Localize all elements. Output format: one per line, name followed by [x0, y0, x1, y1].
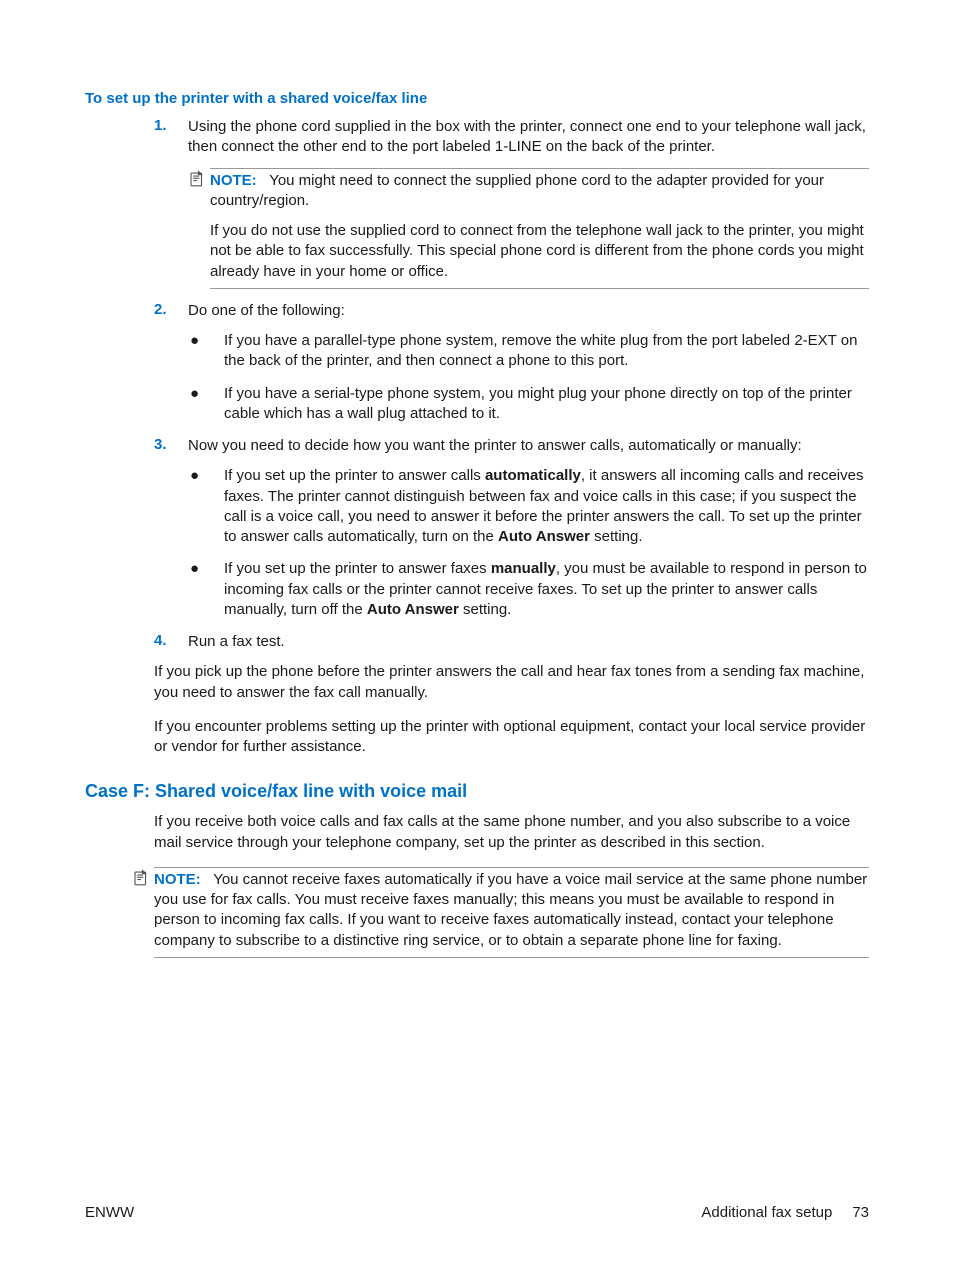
step-1: 1. Using the phone cord supplied in the … [154, 117, 869, 158]
section-heading: To set up the printer with a shared voic… [85, 90, 869, 107]
page-number: 73 [852, 1204, 869, 1221]
note-body: NOTE: You cannot receive faxes automatic… [154, 867, 869, 958]
bullet-glyph: ● [188, 466, 224, 547]
note-body: NOTE: You might need to connect the supp… [210, 168, 869, 289]
text-fragment: setting. [590, 528, 643, 545]
step-number: 3. [154, 436, 188, 456]
bullet-text: If you set up the printer to answer faxe… [224, 559, 869, 620]
bold-text: automatically [485, 467, 581, 484]
step-3-bullets: ● If you set up the printer to answer ca… [188, 466, 869, 620]
step-number: 2. [154, 301, 188, 321]
paragraph: If you pick up the phone before the prin… [154, 662, 869, 703]
footer-right: Additional fax setup 73 [701, 1204, 869, 1221]
bullet-text: If you have a parallel-type phone system… [224, 331, 869, 372]
text-fragment: If you set up the printer to answer faxe… [224, 560, 491, 577]
step-text: Now you need to decide how you want the … [188, 436, 869, 456]
footer-section: Additional fax setup [701, 1204, 832, 1221]
bold-text: manually [491, 560, 556, 577]
step-4: 4. Run a fax test. [154, 632, 869, 652]
page-footer: ENWW Additional fax setup 73 [85, 1204, 869, 1221]
bullet-glyph: ● [188, 331, 224, 372]
paragraph: If you encounter problems setting up the… [154, 717, 869, 758]
step-3: 3. Now you need to decide how you want t… [154, 436, 869, 456]
bullet-item: ● If you set up the printer to answer ca… [188, 466, 869, 547]
bullet-text: If you have a serial-type phone system, … [224, 384, 869, 425]
note-block: NOTE: You might need to connect the supp… [188, 168, 869, 289]
step-text: Do one of the following: [188, 301, 869, 321]
step-text: Run a fax test. [188, 632, 869, 652]
step-2-bullets: ● If you have a parallel-type phone syst… [188, 331, 869, 424]
bold-text: Auto Answer [498, 528, 590, 545]
paragraph: If you receive both voice calls and fax … [154, 812, 869, 853]
note-label: NOTE: [154, 871, 201, 888]
step-text: Using the phone cord supplied in the box… [188, 117, 869, 158]
bullet-glyph: ● [188, 559, 224, 620]
bullet-item: ● If you set up the printer to answer fa… [188, 559, 869, 620]
bullet-text: If you set up the printer to answer call… [224, 466, 869, 547]
document-page: To set up the printer with a shared voic… [0, 0, 954, 1271]
case-heading: Case F: Shared voice/fax line with voice… [85, 781, 869, 802]
bold-text: Auto Answer [367, 601, 459, 618]
bullet-item: ● If you have a parallel-type phone syst… [188, 331, 869, 372]
note-label: NOTE: [210, 172, 257, 189]
step-number: 1. [154, 117, 188, 158]
text-fragment: If you set up the printer to answer call… [224, 467, 485, 484]
note-extra: If you do not use the supplied cord to c… [210, 222, 864, 280]
text-fragment: setting. [459, 601, 512, 618]
note-block: NOTE: You cannot receive faxes automatic… [132, 867, 869, 958]
note-text: You cannot receive faxes automatically i… [154, 871, 867, 949]
note-icon [132, 869, 154, 892]
bullet-item: ● If you have a serial-type phone system… [188, 384, 869, 425]
note-text: You might need to connect the supplied p… [210, 172, 824, 209]
note-icon [188, 170, 210, 193]
bullet-glyph: ● [188, 384, 224, 425]
step-2: 2. Do one of the following: [154, 301, 869, 321]
footer-left: ENWW [85, 1204, 134, 1221]
step-number: 4. [154, 632, 188, 652]
